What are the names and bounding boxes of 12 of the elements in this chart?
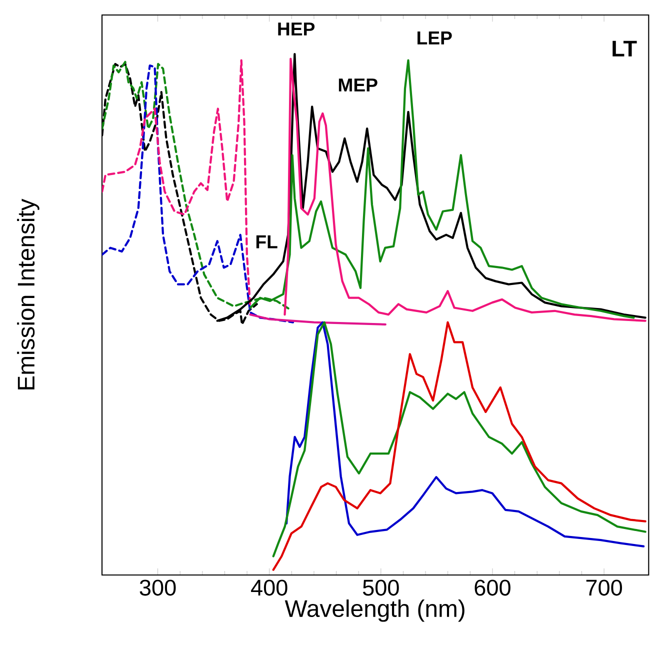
x-tick-label: 700 [586,580,622,596]
annotation: FL [256,235,278,248]
x-tick-label: 600 [474,580,510,596]
x-axis-title: Wavelength (nm) [284,599,464,622]
x-tick-label: 500 [362,580,399,596]
x-tick-label: 400 [251,580,288,596]
text: LEP [418,32,452,44]
y-axis-title: Emission Intensity [17,198,40,390]
annotation: LT [612,40,637,56]
annotation: MEP [338,78,378,92]
text: HEP [278,22,315,36]
x-tick-label: 300 [140,580,176,596]
